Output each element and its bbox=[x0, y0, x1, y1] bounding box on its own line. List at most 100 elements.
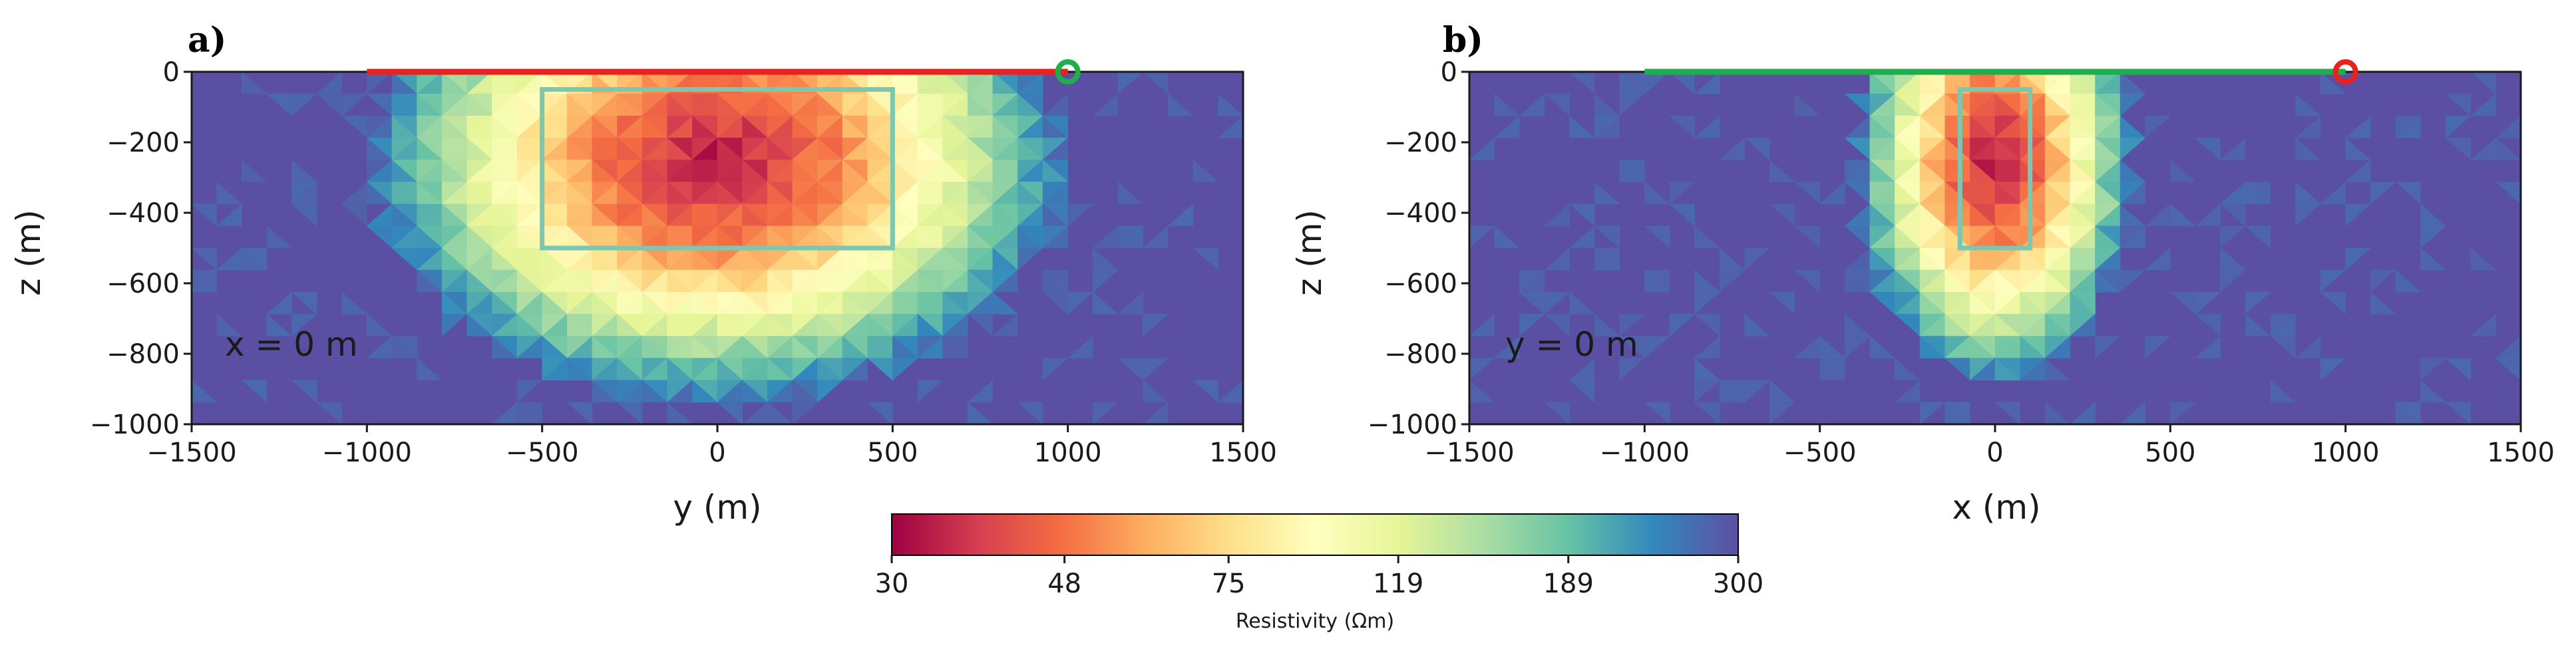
mesh-cell bbox=[316, 402, 343, 424]
panel-a-y-axis-label: z (m) bbox=[9, 209, 48, 296]
mesh-cell bbox=[241, 159, 268, 182]
mesh-cell bbox=[1093, 291, 1119, 315]
mesh-cell bbox=[1193, 247, 1218, 271]
mesh-cell bbox=[2470, 313, 2496, 336]
mesh-cell bbox=[1193, 380, 1218, 403]
mesh-cell bbox=[192, 380, 218, 403]
mesh-cell bbox=[1794, 225, 1820, 249]
mesh-cell bbox=[2245, 291, 2271, 315]
y-tick-label: −400 bbox=[106, 198, 180, 229]
mesh-cell bbox=[2395, 402, 2421, 424]
mesh-cell bbox=[1719, 137, 1746, 160]
colorbar-gradient bbox=[891, 513, 1739, 556]
colorbar-tick-label: 48 bbox=[1047, 569, 1081, 599]
mesh-cell bbox=[2345, 137, 2372, 160]
mesh-cell bbox=[2145, 336, 2171, 359]
mesh-cell bbox=[1919, 402, 1946, 424]
panel-b-y-ticks: 0 −200 −400 −600 −800 −1000 bbox=[1368, 57, 1469, 440]
mesh-cell bbox=[2420, 380, 2446, 403]
mesh-cell bbox=[266, 225, 293, 249]
mesh-cell bbox=[2195, 291, 2221, 315]
mesh-cell bbox=[2219, 203, 2246, 227]
mesh-cell bbox=[1193, 159, 1219, 182]
mesh-cell bbox=[216, 181, 242, 205]
mesh-cell bbox=[2195, 335, 2221, 358]
receiver-marker bbox=[1055, 59, 1081, 84]
mesh-cell bbox=[2270, 336, 2296, 359]
mesh-cell bbox=[842, 357, 868, 381]
mesh-cell bbox=[2470, 93, 2496, 116]
target-box bbox=[540, 87, 895, 251]
x-tick-label: 1000 bbox=[1034, 438, 1102, 468]
mesh-cell bbox=[2445, 402, 2472, 424]
mesh-cell bbox=[1669, 72, 1695, 94]
mesh-cell bbox=[2220, 225, 2246, 249]
mesh-cell bbox=[1067, 335, 1093, 358]
y-tick-label: 0 bbox=[1441, 57, 1457, 88]
mesh-cell bbox=[2495, 182, 2521, 205]
mesh-cell bbox=[2320, 181, 2346, 205]
mesh-cell bbox=[1594, 225, 1620, 249]
y-tick-label: 0 bbox=[163, 57, 180, 88]
mesh-cell bbox=[241, 247, 268, 271]
mesh-cell bbox=[2295, 93, 2321, 116]
mesh-cell bbox=[1669, 314, 1696, 337]
mesh-cell bbox=[1117, 72, 1143, 94]
x-tick-label: 1500 bbox=[1209, 438, 1277, 468]
x-tick-label: 500 bbox=[867, 438, 918, 468]
mesh-cell bbox=[2095, 269, 2121, 293]
mesh-cell bbox=[291, 93, 317, 116]
mesh-cell bbox=[417, 269, 443, 293]
mesh-cell bbox=[192, 247, 217, 271]
mesh-cell bbox=[2420, 247, 2446, 271]
mesh-cell bbox=[2195, 314, 2221, 337]
mesh-cell bbox=[1544, 402, 1570, 424]
mesh-cell bbox=[1894, 380, 1921, 403]
mesh-cell bbox=[1217, 380, 1243, 403]
mesh-cell bbox=[366, 313, 393, 336]
mesh-cell bbox=[1143, 402, 1169, 424]
mesh-cell bbox=[2320, 291, 2346, 315]
mesh-cell bbox=[1143, 314, 1169, 337]
mesh-cell bbox=[566, 357, 593, 381]
mesh-cell bbox=[1568, 225, 1595, 249]
mesh-cell bbox=[1669, 116, 1695, 139]
mesh-cell bbox=[692, 380, 718, 403]
mesh-cell bbox=[1819, 357, 1845, 381]
mesh-cell bbox=[1544, 93, 1570, 116]
mesh-cell bbox=[2395, 182, 2421, 205]
mesh-cell bbox=[341, 93, 368, 116]
mesh-cell bbox=[1744, 138, 1770, 161]
mesh-cell bbox=[1619, 93, 1646, 116]
panel-a-y-ticks: 0 −200 −400 −600 −800 −1000 bbox=[90, 57, 192, 440]
mesh-cell bbox=[1694, 402, 1720, 424]
mesh-cell bbox=[216, 203, 242, 227]
mesh-cell bbox=[2044, 335, 2071, 358]
mesh-cell bbox=[667, 402, 693, 424]
mesh-cell bbox=[2345, 203, 2372, 227]
y-tick-label: −800 bbox=[106, 339, 180, 370]
mesh-cell bbox=[291, 291, 317, 315]
mesh-cell bbox=[216, 313, 242, 336]
mesh-cell bbox=[1694, 72, 1720, 94]
mesh-cell bbox=[291, 380, 317, 403]
panel-a-x-axis-label: y (m) bbox=[673, 488, 761, 527]
mesh-cell bbox=[241, 72, 268, 94]
colorbar: 30 48 75 119 189 300 Resistivity (Ωm) bbox=[875, 513, 1763, 633]
mesh-cell bbox=[1544, 203, 1570, 227]
mesh-cell bbox=[1544, 247, 1570, 271]
y-tick-label: −800 bbox=[1384, 339, 1457, 370]
mesh-cell bbox=[967, 314, 994, 337]
mesh-cell bbox=[1644, 336, 1670, 359]
x-tick-label: 1500 bbox=[2487, 438, 2555, 468]
mesh-cell bbox=[2295, 137, 2321, 160]
mesh-cell bbox=[1644, 181, 1670, 205]
mesh-cell bbox=[466, 313, 493, 336]
mesh-cell bbox=[1669, 182, 1696, 205]
mesh-cell bbox=[1093, 269, 1119, 293]
mesh-cell bbox=[192, 269, 217, 293]
mesh-cell bbox=[1569, 72, 1595, 94]
mesh-cell bbox=[1494, 93, 1520, 116]
mesh-cell bbox=[1594, 115, 1620, 138]
